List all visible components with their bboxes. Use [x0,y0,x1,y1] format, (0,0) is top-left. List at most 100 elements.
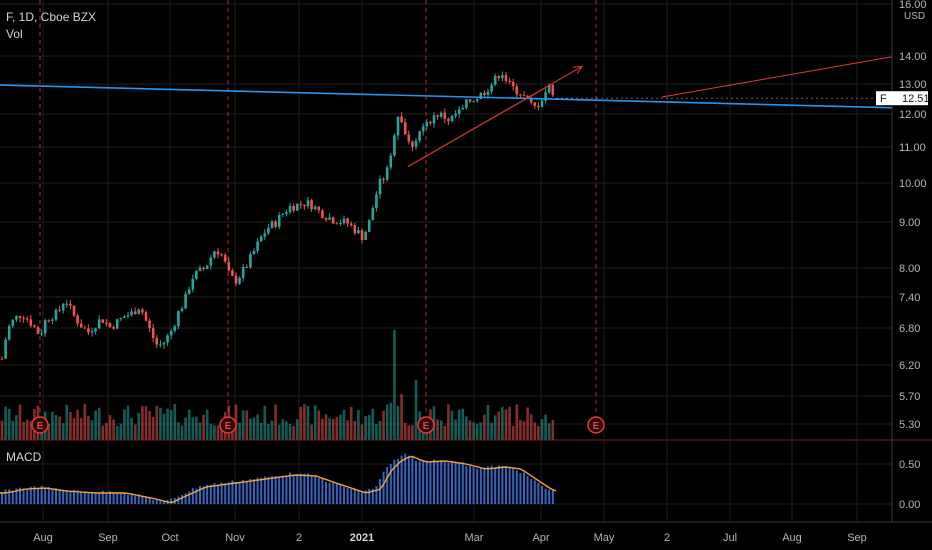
macd-histogram-bar [386,467,389,504]
volume-bar [270,420,274,440]
volume-bar [475,423,479,440]
drawings[interactable] [0,56,893,167]
volume-bar [4,406,7,440]
candle-body [436,115,439,117]
macd-histogram-bar [411,457,414,504]
volume-bar [148,411,151,440]
macd-histogram-bar [415,460,417,504]
price-tick-label: 7.40 [899,292,920,304]
volume-bar [123,409,126,440]
arrow-short [407,66,583,167]
volume-bar [544,414,547,440]
chart-title[interactable]: F, 1D, Cboe BZX [6,10,97,24]
candle-body [504,75,508,81]
volume-bar [342,409,346,440]
macd-histogram-bar [361,492,363,504]
candle-body [252,250,256,255]
candle-body [364,231,367,240]
candle-body [263,233,267,237]
macd-histogram-bar [321,478,324,504]
candle-body [411,141,414,147]
candle-body [202,267,205,270]
candle-body [515,86,519,95]
volume-bar [508,406,511,440]
macd-histogram-bar [206,484,209,504]
volume-bar [241,410,245,440]
candlestick-series [0,71,555,360]
macd-histogram-bar [281,475,284,504]
macd-histogram-bar [44,488,47,504]
candle-body [108,322,112,328]
candle-body [465,99,468,108]
macd-histogram-bar [170,498,173,504]
earnings-marker[interactable] [587,416,605,434]
time-tick-label: Nov [225,532,245,544]
macd-histogram-bar [69,491,72,504]
candle-body [43,320,47,334]
macd-histogram-bar [285,475,288,504]
volume-bar [414,380,418,440]
candle-body [256,241,259,251]
volume-bar [533,422,537,440]
macd-histogram-bar [224,483,227,504]
macd-histogram-bar [11,490,14,504]
candle-body [169,330,173,336]
candle-body [493,76,497,85]
volume-bar [115,425,119,440]
volume-bar [76,409,79,440]
macd-histogram-bar [429,461,432,504]
volume-bar [130,418,133,440]
candle-body [277,215,281,227]
macd-histogram-bar [505,465,507,504]
time-tick-label: 2 [296,532,302,544]
volume-bar [411,425,414,440]
volume-bar [184,417,187,440]
volume-bar [198,422,202,440]
volume-bar [317,410,321,440]
price-axis[interactable]: 16.00 14.00 13.00 12.00 11.00 10.00 9.00 8.00 7.… [0,0,932,522]
macd-histogram-bar [476,468,479,504]
volume-bar [551,420,555,440]
macd-histogram-bar [479,467,482,504]
candle-body [101,319,105,323]
time-axis[interactable]: Aug Sep Oct Nov 2 2021 Mar Apr May 2 Jul Aug Sep [0,521,932,544]
price-tick-label: 13.00 [899,79,927,91]
macd-histogram-bar [98,492,101,504]
macd-histogram-bar [37,488,39,504]
macd-histogram-bar [343,487,345,504]
time-tick-label: Aug [33,532,53,544]
macd-histogram-bar [155,500,158,504]
candle-body [292,205,295,211]
macd-histogram-bar [310,476,313,504]
earnings-marker[interactable] [219,416,237,434]
volume-bar [51,411,54,440]
volume-bar [166,408,169,440]
time-tick-label: Oct [161,532,178,544]
candle-body [393,135,396,156]
candle-body [331,217,335,224]
macd-histogram-bar [325,481,327,504]
candle-body [51,319,54,321]
earnings-marker[interactable] [417,416,435,434]
macd-histogram-bar [530,478,533,504]
earnings-marker[interactable] [31,416,49,434]
volume-bar [180,425,184,440]
time-tick-label: Sep [98,532,118,544]
candle-body [321,210,324,219]
volume-bar [285,421,288,440]
volume-bar [367,415,371,440]
macd-histogram-bar [469,466,471,504]
candle-body [173,326,177,331]
price-tick-label: 11.00 [899,142,926,154]
macd-histogram-bar [199,486,201,504]
candle-body [7,325,11,340]
macd-histogram-bar [541,485,543,504]
candle-body [15,316,18,320]
volume-bar [25,419,29,440]
volume-bar [159,407,162,440]
macd-histogram-bar [299,473,302,504]
macd-histogram-bar [101,490,104,504]
macd-histogram-bar [317,477,320,504]
